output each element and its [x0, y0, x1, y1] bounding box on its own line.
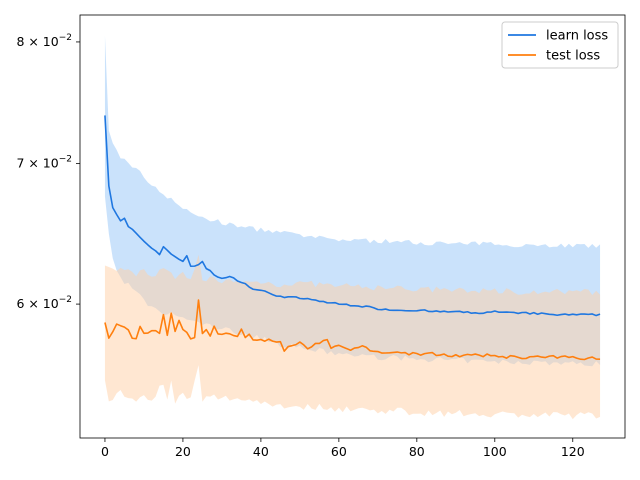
y-tick-label: 7 × 10−2	[16, 155, 72, 171]
legend: learn loss test loss	[501, 21, 619, 69]
y-tick-label: 8 × 10−2	[16, 33, 72, 49]
confidence-bands	[104, 35, 601, 420]
plot-area	[104, 35, 601, 420]
line-learn-loss	[104, 115, 601, 317]
series-lines	[104, 115, 601, 361]
legend-entry: test loss	[546, 49, 600, 64]
x-tick-label: 20	[175, 444, 191, 459]
legend-entry: learn loss	[546, 29, 608, 44]
x-tick-label: 0	[101, 444, 109, 459]
x-tick-label: 60	[331, 444, 347, 459]
y-axis-ticks: 6 × 10−2 7 × 10−2 8 × 10−2	[16, 33, 80, 311]
axes-frame	[79, 14, 626, 439]
x-tick-label: 40	[253, 444, 269, 459]
x-tick-label: 120	[561, 444, 585, 459]
line-test-loss	[104, 299, 601, 361]
x-tick-label: 100	[483, 444, 507, 459]
x-tick-label: 80	[409, 444, 425, 459]
y-tick-label: 6 × 10−2	[16, 295, 72, 311]
x-axis-ticks: 0 20 40 60 80 100 120	[101, 438, 585, 459]
band-test-loss	[104, 254, 601, 420]
legend-box	[501, 21, 619, 69]
